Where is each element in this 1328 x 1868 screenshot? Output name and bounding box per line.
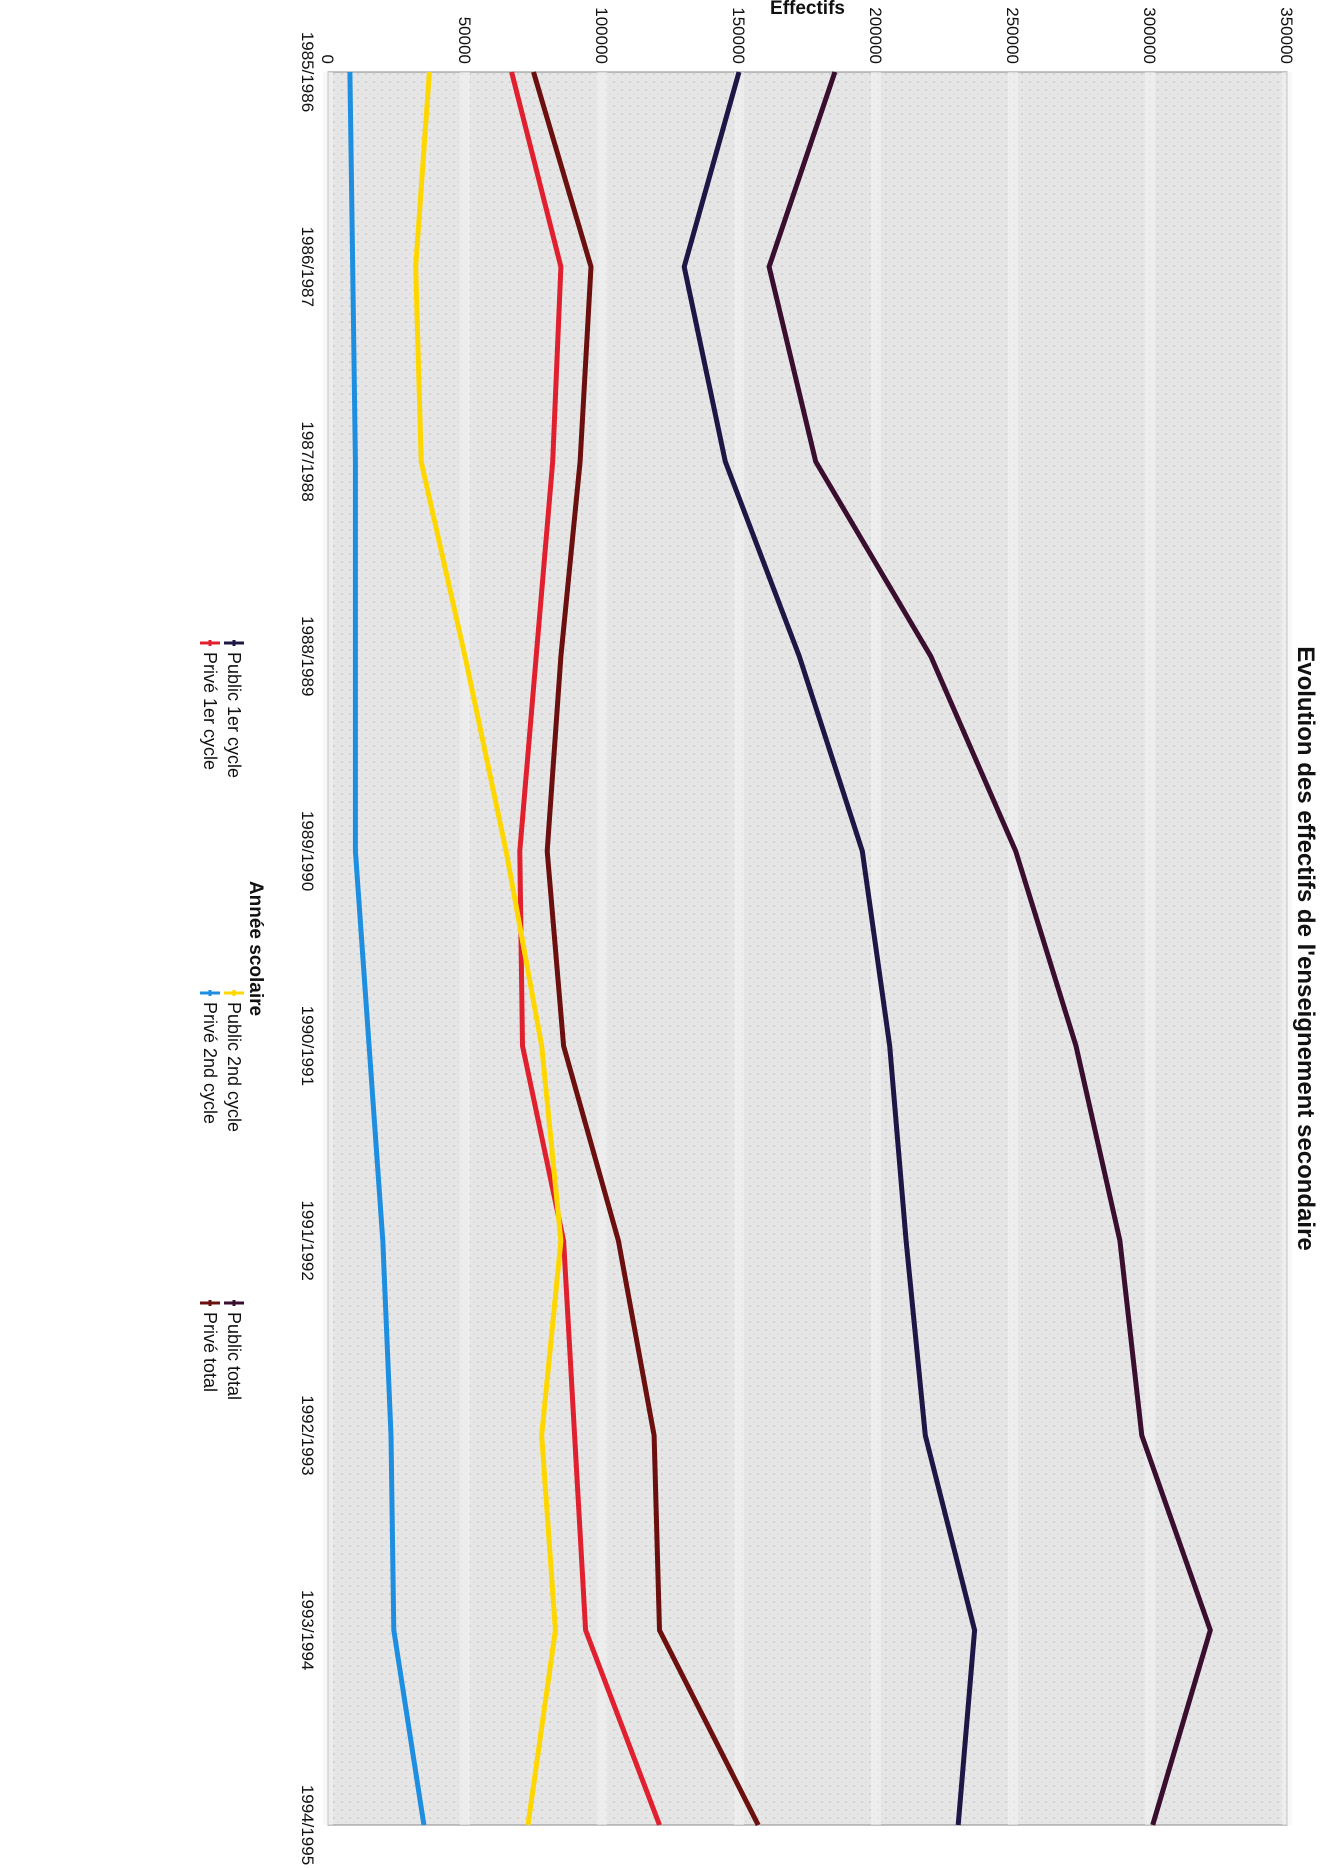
- series-line-prive-2nd-cycle: [347, 71, 427, 1826]
- series-line-prive-1er-cycle: [509, 71, 662, 1826]
- series-lines: [347, 71, 1213, 1827]
- legend-label-prive-1er-cycle: Privé 1er cycle: [200, 652, 220, 770]
- x-tick-label: 1988/1989: [298, 616, 317, 696]
- x-tick-label: 1990/1991: [298, 1006, 317, 1086]
- legend-label-public-1er-cycle: Public 1er cycle: [224, 652, 244, 778]
- y-axis-title: Effectifs: [770, 0, 845, 19]
- x-tick-label: 1989/1990: [298, 811, 317, 891]
- plot-area: [327, 71, 1288, 1826]
- series-line-public-2nd-cycle: [413, 71, 564, 1826]
- legend-label-public-2nd-cycle: Public 2nd cycle: [224, 1002, 244, 1132]
- x-axis-title: Année scolaire: [245, 881, 266, 1016]
- x-tick-label: 1987/1988: [298, 421, 317, 501]
- y-tick-label: 50000: [455, 17, 474, 64]
- series-line-prive-total: [531, 71, 761, 1827]
- x-tick-label: 1992/1993: [298, 1395, 317, 1475]
- y-tick-label: 0: [318, 55, 337, 64]
- y-axis-ticks: 0 50000 100000 150000 200000 250000 300000 3500…: [318, 7, 1296, 64]
- x-tick-label: 1993/1994: [298, 1590, 317, 1670]
- series-line-public-1er-cycle: [681, 71, 978, 1826]
- x-tick-label: 1994/1995: [298, 1785, 317, 1865]
- legend-label-prive-2nd-cycle: Privé 2nd cycle: [200, 1002, 220, 1124]
- chart-title: Evolution des effectifs de l'enseignemen…: [1292, 646, 1319, 1251]
- legend-label-public-total: Public total: [224, 1312, 244, 1400]
- x-tick-label: 1986/1987: [298, 227, 317, 307]
- y-tick-label: 250000: [1003, 7, 1022, 64]
- series-line-public-total: [766, 71, 1213, 1826]
- y-tick-label: 300000: [1140, 7, 1159, 64]
- x-tick-label: 1991/1992: [298, 1200, 317, 1280]
- legend-label-prive-total: Privé total: [200, 1312, 220, 1392]
- y-tick-label: 350000: [1277, 7, 1296, 64]
- y-tick-label: 150000: [729, 7, 748, 64]
- x-tick-label: 1985/1986: [298, 32, 317, 112]
- chart-rotated-group: 0 50000 100000 150000 200000 250000 300000 3500…: [200, 0, 1319, 1865]
- y-tick-label: 200000: [866, 7, 885, 64]
- y-tick-label: 100000: [592, 7, 611, 64]
- x-axis-ticks: 1985/1986 1986/1987 1987/1988 1988/1989 1989…: [298, 32, 317, 1865]
